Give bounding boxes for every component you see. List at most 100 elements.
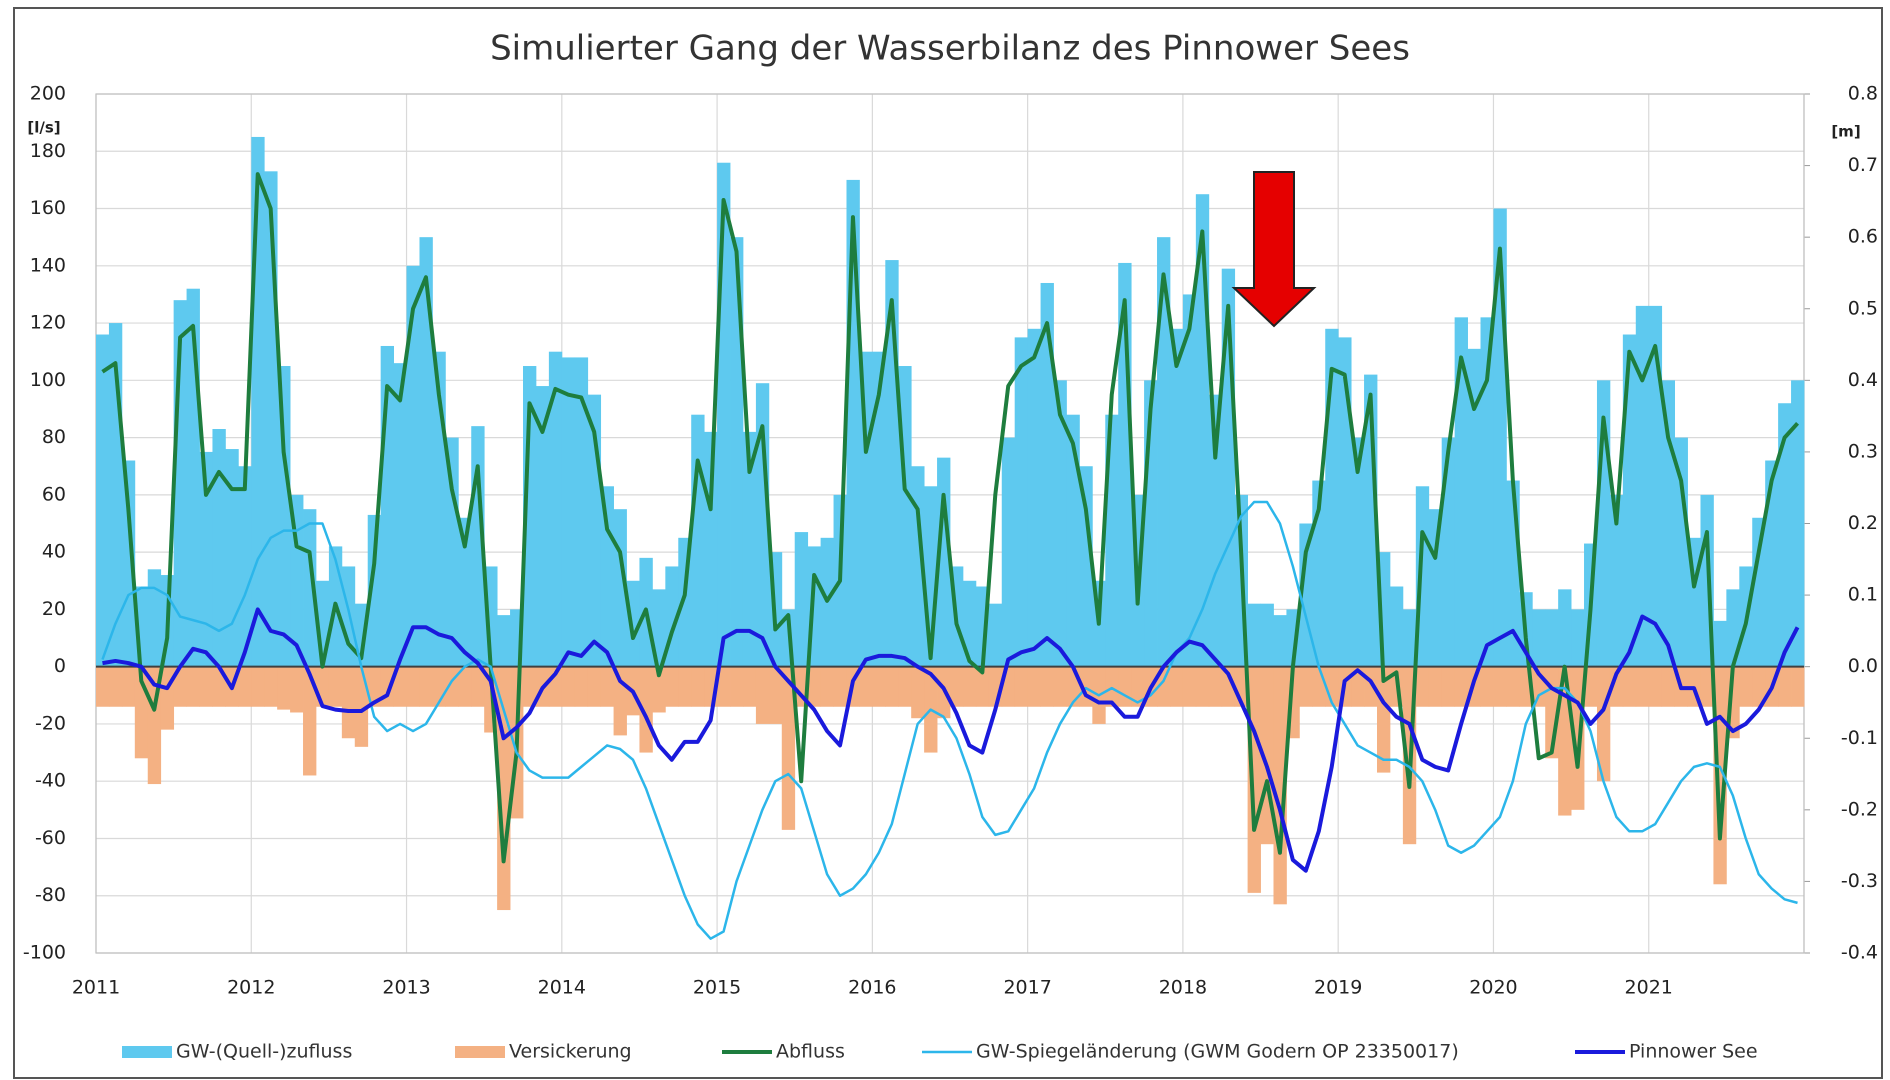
bar — [872, 351, 886, 667]
bar — [225, 449, 239, 667]
bar — [1105, 666, 1119, 707]
x-tick-label: 2012 — [227, 977, 275, 999]
bar — [1169, 666, 1184, 707]
legend-label: Abfluss — [776, 1041, 845, 1063]
bar — [1635, 305, 1650, 667]
legend-label: GW-Spiegeländerung (GWM Godern OP 233500… — [976, 1041, 1459, 1063]
bar — [1622, 334, 1637, 667]
bar — [1441, 666, 1456, 707]
y-tick-label: 180 — [30, 140, 66, 162]
y-tick-label: 100 — [30, 369, 66, 391]
bar — [1351, 437, 1365, 667]
bar — [199, 451, 213, 667]
bar — [1791, 380, 1805, 667]
x-tick-label: 2021 — [1625, 977, 1673, 999]
bar — [1053, 666, 1067, 707]
bar — [1415, 666, 1430, 707]
line-series — [101, 500, 1798, 940]
bar — [1079, 466, 1093, 667]
bar — [1221, 666, 1236, 707]
bar — [471, 666, 485, 707]
y-tick-label: 160 — [30, 197, 66, 219]
legend-label: GW-(Quell-)zufluss — [176, 1041, 352, 1063]
bar — [160, 666, 175, 730]
legend-swatch — [122, 1046, 172, 1058]
bar — [1351, 666, 1365, 707]
y-tick-label: 200 — [30, 83, 66, 105]
bar — [1260, 603, 1274, 667]
bars — [96, 136, 1805, 911]
bar — [1131, 666, 1145, 707]
y-tick-label: -80 — [35, 884, 66, 906]
bar — [277, 666, 291, 710]
bar — [691, 414, 705, 667]
x-tick-label: 2013 — [382, 977, 430, 999]
bar — [1299, 666, 1313, 707]
x-tick-label: 2019 — [1314, 977, 1362, 999]
bar — [303, 666, 317, 776]
bar — [1493, 666, 1507, 707]
bar — [691, 666, 705, 707]
bar — [561, 666, 576, 707]
bar — [911, 666, 925, 719]
x-tick-label: 2014 — [538, 977, 586, 999]
bar — [303, 509, 317, 667]
bar — [1027, 666, 1041, 707]
bar — [911, 466, 925, 667]
bar — [1661, 666, 1676, 707]
bar — [212, 429, 226, 667]
bar — [1454, 317, 1468, 667]
bar — [535, 386, 550, 667]
bar — [600, 486, 614, 667]
bar — [1428, 666, 1443, 707]
bar — [1765, 460, 1779, 667]
bar — [652, 666, 666, 713]
x-tick-label: 2017 — [1003, 977, 1051, 999]
bar — [820, 666, 834, 707]
bar — [1752, 517, 1766, 667]
bar — [859, 666, 873, 707]
bar — [1609, 494, 1624, 667]
bar — [600, 666, 614, 707]
bar — [290, 666, 304, 713]
bar — [742, 431, 757, 667]
bar — [212, 666, 226, 707]
bar — [354, 666, 369, 747]
y2-tick-label: 0.7 — [1848, 154, 1878, 176]
bar — [1661, 380, 1676, 667]
legend-label: Versickerung — [509, 1041, 632, 1063]
bar — [975, 666, 990, 707]
bar — [1066, 414, 1080, 667]
bar — [1739, 666, 1753, 707]
bar — [1648, 305, 1663, 667]
bar — [1040, 282, 1054, 667]
bar — [1247, 603, 1261, 667]
bar — [1118, 666, 1132, 707]
bar — [730, 666, 744, 707]
bar — [199, 666, 213, 707]
bar — [781, 666, 796, 830]
bar — [393, 363, 407, 667]
bar — [1584, 666, 1598, 707]
bar — [96, 666, 110, 707]
bar — [1480, 666, 1494, 707]
red-arrow — [1231, 171, 1317, 328]
bar — [561, 357, 576, 667]
bar — [1338, 337, 1352, 667]
legend: GW-(Quell-)zufluss Versickerung Abfluss GW-… — [122, 1041, 1758, 1063]
bar — [1532, 609, 1546, 667]
y2-tick-label: 0.5 — [1848, 297, 1878, 319]
x-tick-label: 2020 — [1469, 977, 1517, 999]
bar — [1558, 589, 1572, 667]
bar — [497, 615, 511, 667]
bar — [962, 666, 977, 707]
bar — [393, 666, 407, 707]
bar — [108, 666, 123, 707]
y-tick-label: -100 — [23, 942, 66, 964]
bar — [96, 334, 110, 667]
y2-tick-label: 0.4 — [1848, 369, 1878, 391]
y-tick-label: 120 — [30, 312, 66, 334]
y-axis-label: [l/s] — [27, 119, 60, 137]
bar — [1571, 609, 1585, 667]
